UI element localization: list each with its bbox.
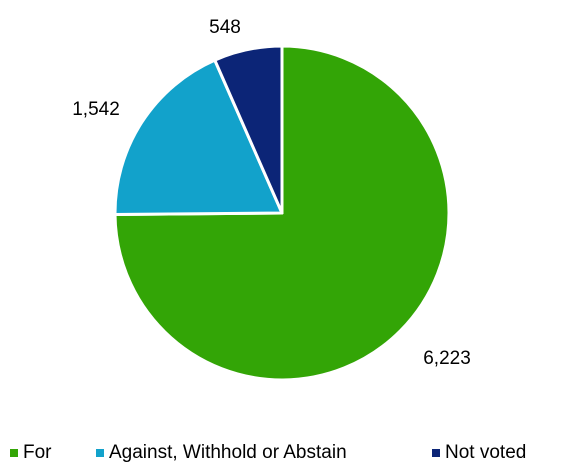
legend-swatch-not-voted bbox=[432, 449, 440, 457]
data-label-not-voted: 548 bbox=[209, 17, 241, 38]
legend-label-not-voted: Not voted bbox=[445, 442, 527, 463]
legend-item-not-voted: Not voted bbox=[432, 442, 526, 464]
legend-swatch-for bbox=[10, 449, 18, 457]
data-labels: 6,223 1,542 548 bbox=[72, 17, 471, 369]
pie-slice-not-voted bbox=[213, 44, 284, 215]
legend-item-against: Against, Withhold or Abstain bbox=[96, 442, 347, 464]
pie-slices bbox=[113, 44, 451, 382]
legend: For Against, Withhold or Abstain Not vot… bbox=[0, 434, 566, 470]
legend-item-for: For bbox=[10, 442, 52, 464]
legend-label-against: Against, Withhold or Abstain bbox=[109, 442, 347, 463]
data-label-for: 6,223 bbox=[423, 348, 471, 369]
data-label-against: 1,542 bbox=[72, 99, 120, 120]
legend-label-for: For bbox=[23, 442, 52, 463]
pie-slice-against bbox=[113, 58, 284, 216]
pie-slice-for bbox=[113, 44, 451, 382]
legend-swatch-against bbox=[96, 449, 104, 457]
